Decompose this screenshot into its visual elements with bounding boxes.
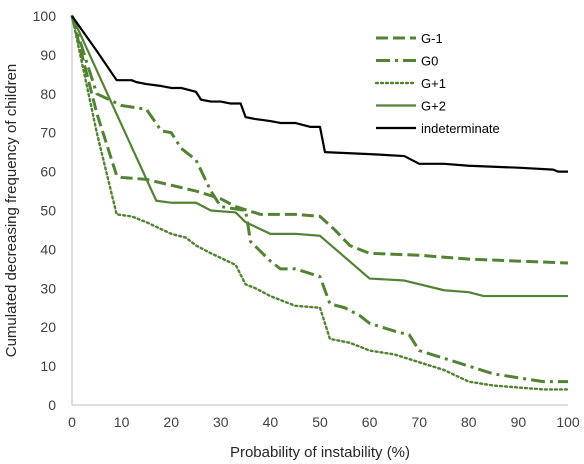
series-line-indeterminate bbox=[71, 15, 568, 173]
x-tick-label: 60 bbox=[362, 414, 378, 430]
x-axis-title: Probability of instability (%) bbox=[230, 444, 410, 461]
x-tick-label: 0 bbox=[68, 414, 76, 430]
legend-label-g0: G0 bbox=[421, 54, 438, 69]
x-tick-label: 80 bbox=[461, 414, 477, 430]
series-line-g-1 bbox=[70, 15, 569, 265]
x-tick-label: 100 bbox=[556, 414, 580, 430]
y-tick-label: 90 bbox=[40, 47, 56, 63]
y-tick-label: 10 bbox=[40, 358, 56, 374]
y-axis-title: Cumulated decreasing frequency of childr… bbox=[3, 64, 20, 358]
y-tick-label: 20 bbox=[40, 319, 56, 335]
y-tick-label: 60 bbox=[40, 164, 56, 180]
legend-label-indeterminate: indeterminate bbox=[421, 121, 500, 136]
y-tick-label: 70 bbox=[40, 125, 56, 141]
y-tick-label: 80 bbox=[40, 86, 56, 102]
x-tick-label: 10 bbox=[114, 414, 130, 430]
series-line-g-2 bbox=[70, 15, 568, 298]
x-tick-label: 50 bbox=[312, 414, 328, 430]
x-tick-label: 70 bbox=[411, 414, 427, 430]
x-tick-label: 20 bbox=[163, 414, 179, 430]
y-tick-label: 30 bbox=[40, 280, 56, 296]
y-tick-label: 50 bbox=[40, 203, 56, 219]
series-line-g0 bbox=[70, 15, 568, 384]
x-tick-label: 40 bbox=[263, 414, 279, 430]
x-tick-label: 90 bbox=[511, 414, 527, 430]
series-line-g-1 bbox=[70, 14, 570, 391]
y-tick-label: 0 bbox=[48, 397, 56, 413]
y-tick-label: 100 bbox=[33, 8, 57, 24]
x-tick-label: 30 bbox=[213, 414, 229, 430]
legend-label-g-1: G+1 bbox=[421, 76, 446, 91]
y-tick-label: 40 bbox=[40, 241, 56, 257]
legend-label-g-2: G+2 bbox=[421, 99, 446, 114]
legend-label-g-1: G-1 bbox=[421, 31, 443, 46]
